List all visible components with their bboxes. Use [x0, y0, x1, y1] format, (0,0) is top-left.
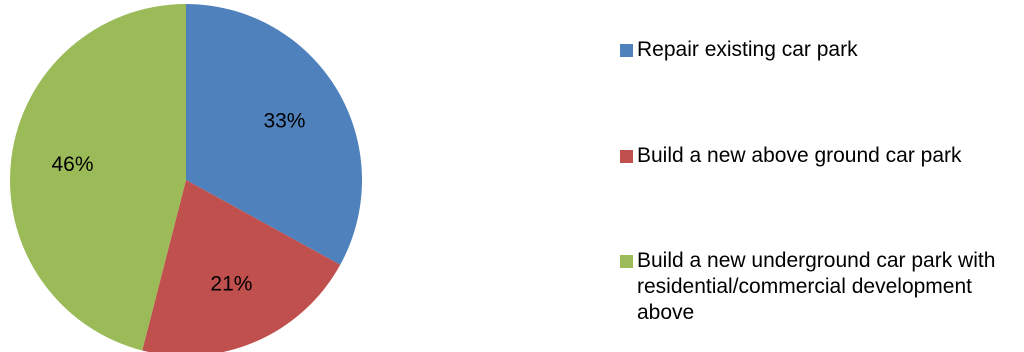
legend: Repair existing car park Build a new abo…	[620, 0, 1020, 352]
legend-label-repair: Repair existing car park	[637, 38, 858, 61]
pie-slices	[9, 4, 362, 352]
pie-slice-above-ground	[142, 180, 341, 352]
legend-item-above-ground: Build a new above ground car park	[620, 143, 977, 169]
legend-label-underground: Build a new underground car park with re…	[637, 249, 996, 324]
pie-slice-repair	[186, 4, 362, 265]
pie-label-repair: 33%	[263, 109, 305, 132]
pie-slice-labels: 33% 21% 46%	[51, 109, 305, 295]
legend-item-repair: Repair existing car park	[620, 37, 1007, 63]
legend-label-above-ground: Build a new above ground car park	[637, 144, 962, 167]
pie-label-above-ground: 21%	[210, 273, 252, 296]
legend-swatch-underground	[620, 255, 633, 268]
legend-swatch-above-ground	[620, 150, 633, 163]
legend-item-underground: Build a new underground car park with re…	[620, 248, 1017, 326]
legend-swatch-repair	[620, 44, 633, 57]
pie-slice-underground	[9, 4, 187, 351]
pie-label-underground: 46%	[51, 153, 93, 176]
